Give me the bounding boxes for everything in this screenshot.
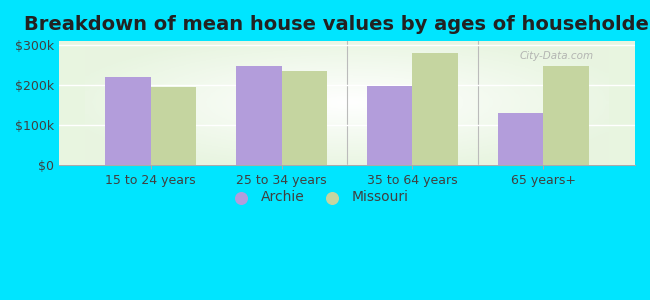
Bar bbox=[367, 86, 413, 165]
Bar bbox=[497, 113, 543, 165]
Bar bbox=[413, 53, 458, 165]
Bar bbox=[151, 87, 196, 165]
Bar bbox=[236, 66, 281, 165]
Legend: Archie, Missouri: Archie, Missouri bbox=[222, 185, 415, 210]
Title: Breakdown of mean house values by ages of householders: Breakdown of mean house values by ages o… bbox=[24, 15, 650, 34]
Bar bbox=[281, 71, 328, 165]
Bar bbox=[543, 66, 589, 165]
Bar bbox=[105, 77, 151, 165]
Text: City-Data.com: City-Data.com bbox=[520, 51, 594, 61]
